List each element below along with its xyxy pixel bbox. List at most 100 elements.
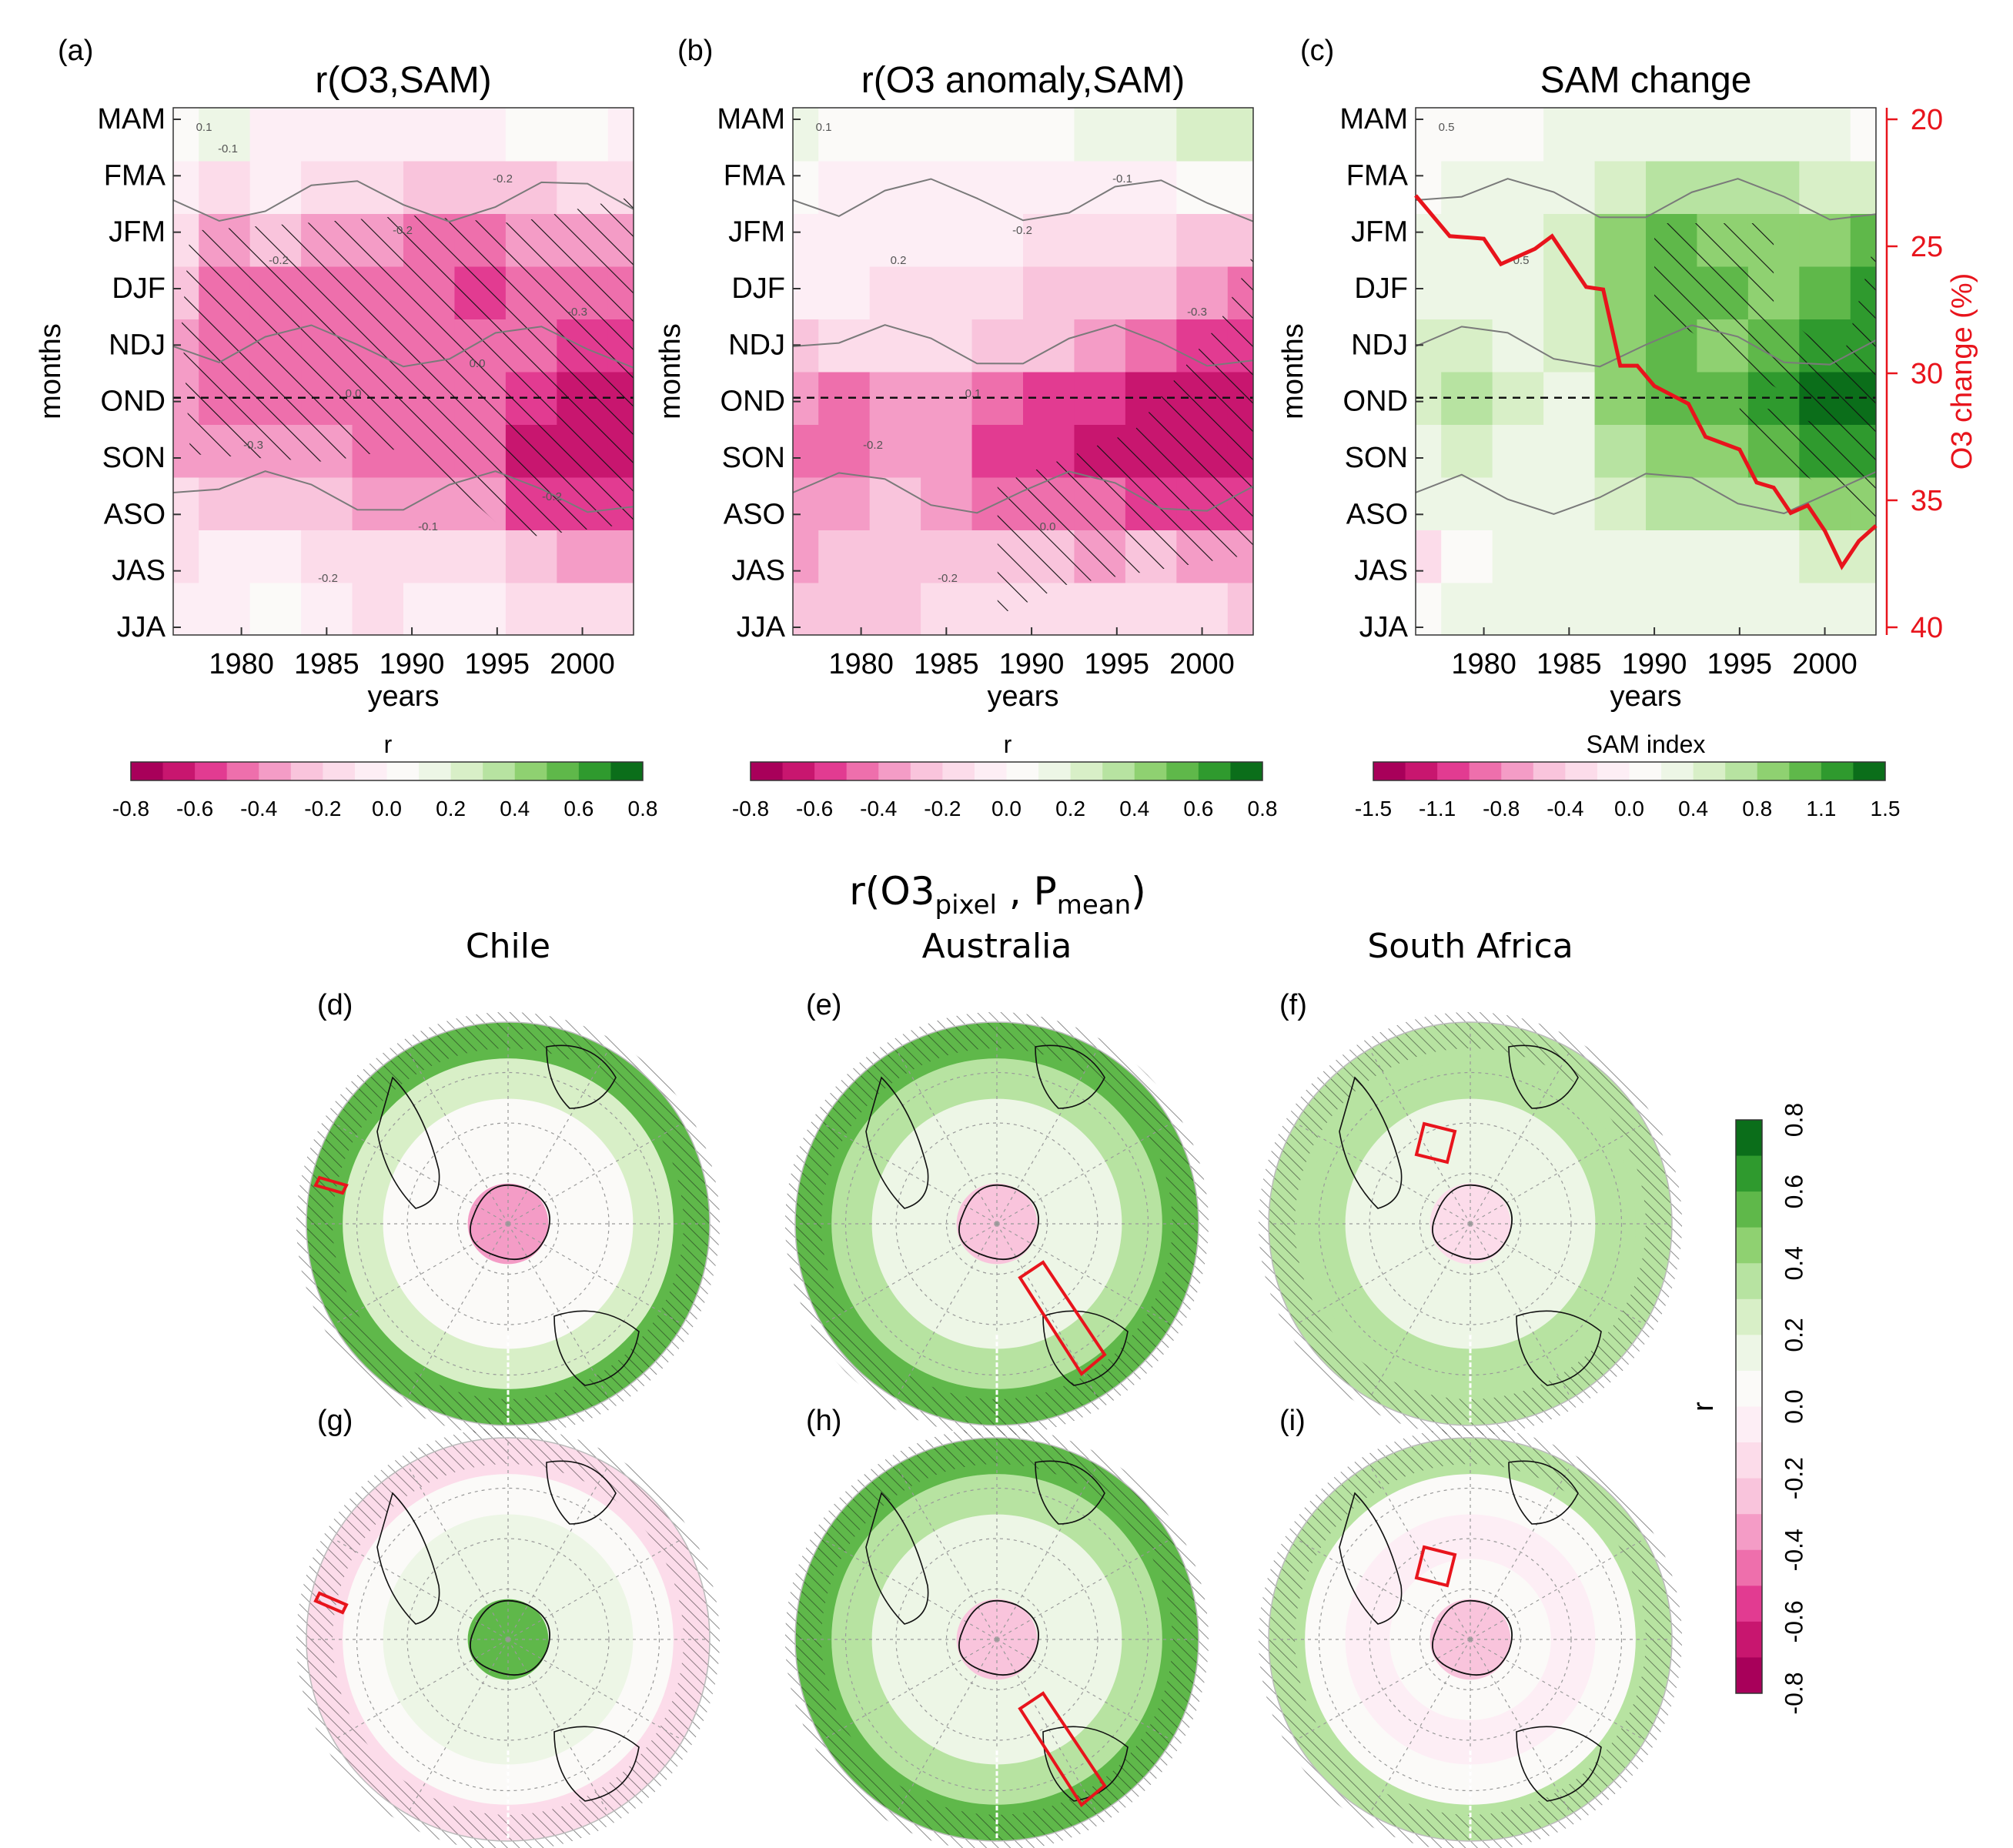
colorbar-swatch [1198, 762, 1231, 780]
heat-cell [921, 582, 973, 635]
contour-line [793, 470, 1253, 514]
colorbar-swatch [450, 762, 483, 780]
polar-maps: (d) (e) (f) (g) (h) (i) [296, 989, 1683, 1848]
map-panel-letter: (e) [806, 989, 841, 1021]
map-border [794, 1021, 1199, 1426]
heat-cell [352, 530, 404, 583]
map-border [794, 1437, 1199, 1842]
colorbar-tick-label: -0.8 [732, 797, 769, 820]
colorbar-swatch [1736, 1120, 1762, 1157]
contour-label: -0.2 [863, 439, 883, 452]
heat-cell [1227, 213, 1253, 267]
africa-outline [546, 1460, 617, 1525]
y-tick-label: DJF [731, 272, 785, 305]
region-box [313, 1591, 349, 1615]
region-box [1018, 1691, 1107, 1807]
africa-outline [1508, 1460, 1579, 1525]
graticule-meridian [1470, 1639, 1646, 1741]
graticule-circle [895, 1122, 1098, 1325]
africa-outline [1035, 1044, 1105, 1109]
heat-cell [1646, 582, 1698, 635]
heat-cell [1594, 582, 1647, 635]
heat-cell [1416, 476, 1443, 530]
graticule-meridian [996, 1538, 1172, 1640]
heat-cell [818, 266, 871, 319]
heat-cell [1023, 160, 1075, 214]
heat-cell [1227, 582, 1253, 635]
colorbar-tick-label: 0.6 [1780, 1175, 1807, 1208]
contour-label: -0.2 [493, 172, 513, 185]
right-axis-tick-label: 20 [1911, 104, 1943, 136]
graticule-circle [406, 1122, 610, 1325]
graticule-meridian [1470, 1048, 1572, 1225]
heat-cell [818, 319, 871, 373]
heatmap-cells: 0.50.5 [1416, 108, 1876, 635]
colorbar-swatch [1038, 762, 1072, 780]
colorbar-tick-label: -0.2 [304, 797, 341, 820]
contour-line [1416, 324, 1876, 368]
heat-cell [173, 108, 200, 162]
colorbar-swatch [878, 762, 911, 780]
heat-cell [1492, 108, 1545, 162]
heat-cell [1646, 476, 1698, 530]
heat-cell [921, 266, 973, 319]
map-significance-hatching [296, 1011, 721, 1436]
heat-cell [1594, 213, 1647, 267]
graticule-meridian [333, 1639, 509, 1741]
colorbar-tick-label: -0.2 [1780, 1457, 1807, 1499]
colorbar-swatch [942, 762, 975, 780]
heat-cell [1125, 213, 1178, 267]
heat-cell [249, 108, 303, 162]
heat-cell [1850, 582, 1876, 635]
colorbar-swatch [1565, 762, 1598, 780]
colorbar-tick-label: 1.5 [1871, 797, 1901, 820]
panel-letter: (c) [1300, 35, 1334, 67]
right-axis-tick-label: 40 [1911, 612, 1943, 644]
colorbar-tick-label: -0.8 [1483, 797, 1520, 820]
colorbar: -0.8 -0.6 -0.4 -0.2 0.0 0.2 0.4 0.6 0.8 r [732, 730, 1278, 820]
colorbar-tick-label: 0.6 [563, 797, 594, 820]
colorbar-label: r [384, 730, 393, 758]
graticule-meridian [895, 1639, 998, 1815]
heat-cell [607, 108, 634, 162]
x-tick-label: 2000 [1792, 648, 1858, 680]
heat-cell [1125, 266, 1178, 319]
region-box [1018, 1260, 1107, 1376]
y-axis-label: months [35, 323, 67, 419]
colorbar-swatch [1070, 762, 1103, 780]
heat-cell [403, 108, 456, 162]
antarctica-outline [958, 1184, 1039, 1261]
south-america-outline [865, 1076, 929, 1209]
plot-frame [172, 107, 634, 636]
y-tick-label: JJA [737, 611, 786, 643]
contour-label: 0.5 [1439, 121, 1455, 134]
contour-label: 0.0 [1040, 520, 1056, 533]
colorbar-swatch [1661, 762, 1694, 780]
heat-cell [793, 424, 820, 478]
heat-cell [921, 160, 973, 214]
heat-cell [505, 108, 558, 162]
antarctica-outline [958, 1599, 1039, 1676]
heat-cell [199, 582, 251, 635]
colorbar-swatch [1006, 762, 1039, 780]
colorbar-swatch [782, 762, 815, 780]
heat-cell [1697, 582, 1749, 635]
colorbar-tick-label: -0.6 [176, 797, 213, 820]
colorbar-tick-label: -0.8 [112, 797, 149, 820]
heat-cell [793, 582, 820, 635]
heat-cell [199, 160, 251, 214]
heat-cell [1492, 582, 1545, 635]
map-significance-hatching [1258, 1427, 1683, 1848]
colorbar-swatch [814, 762, 848, 780]
graticule-meridian [507, 1122, 684, 1225]
heat-cell [1646, 160, 1698, 214]
colorbar-swatch [1597, 762, 1630, 780]
south-america-outline [1339, 1492, 1403, 1625]
graticule-meridian [1369, 1639, 1471, 1815]
colorbar-frame [1735, 1119, 1763, 1694]
map-section-title: r(O3pixel , Pmean) [849, 869, 1145, 921]
contour-label: -0.2 [269, 254, 289, 267]
graticule-meridian [1470, 1223, 1646, 1325]
y-tick-label: DJF [1354, 272, 1408, 305]
heat-cell [1416, 108, 1443, 162]
